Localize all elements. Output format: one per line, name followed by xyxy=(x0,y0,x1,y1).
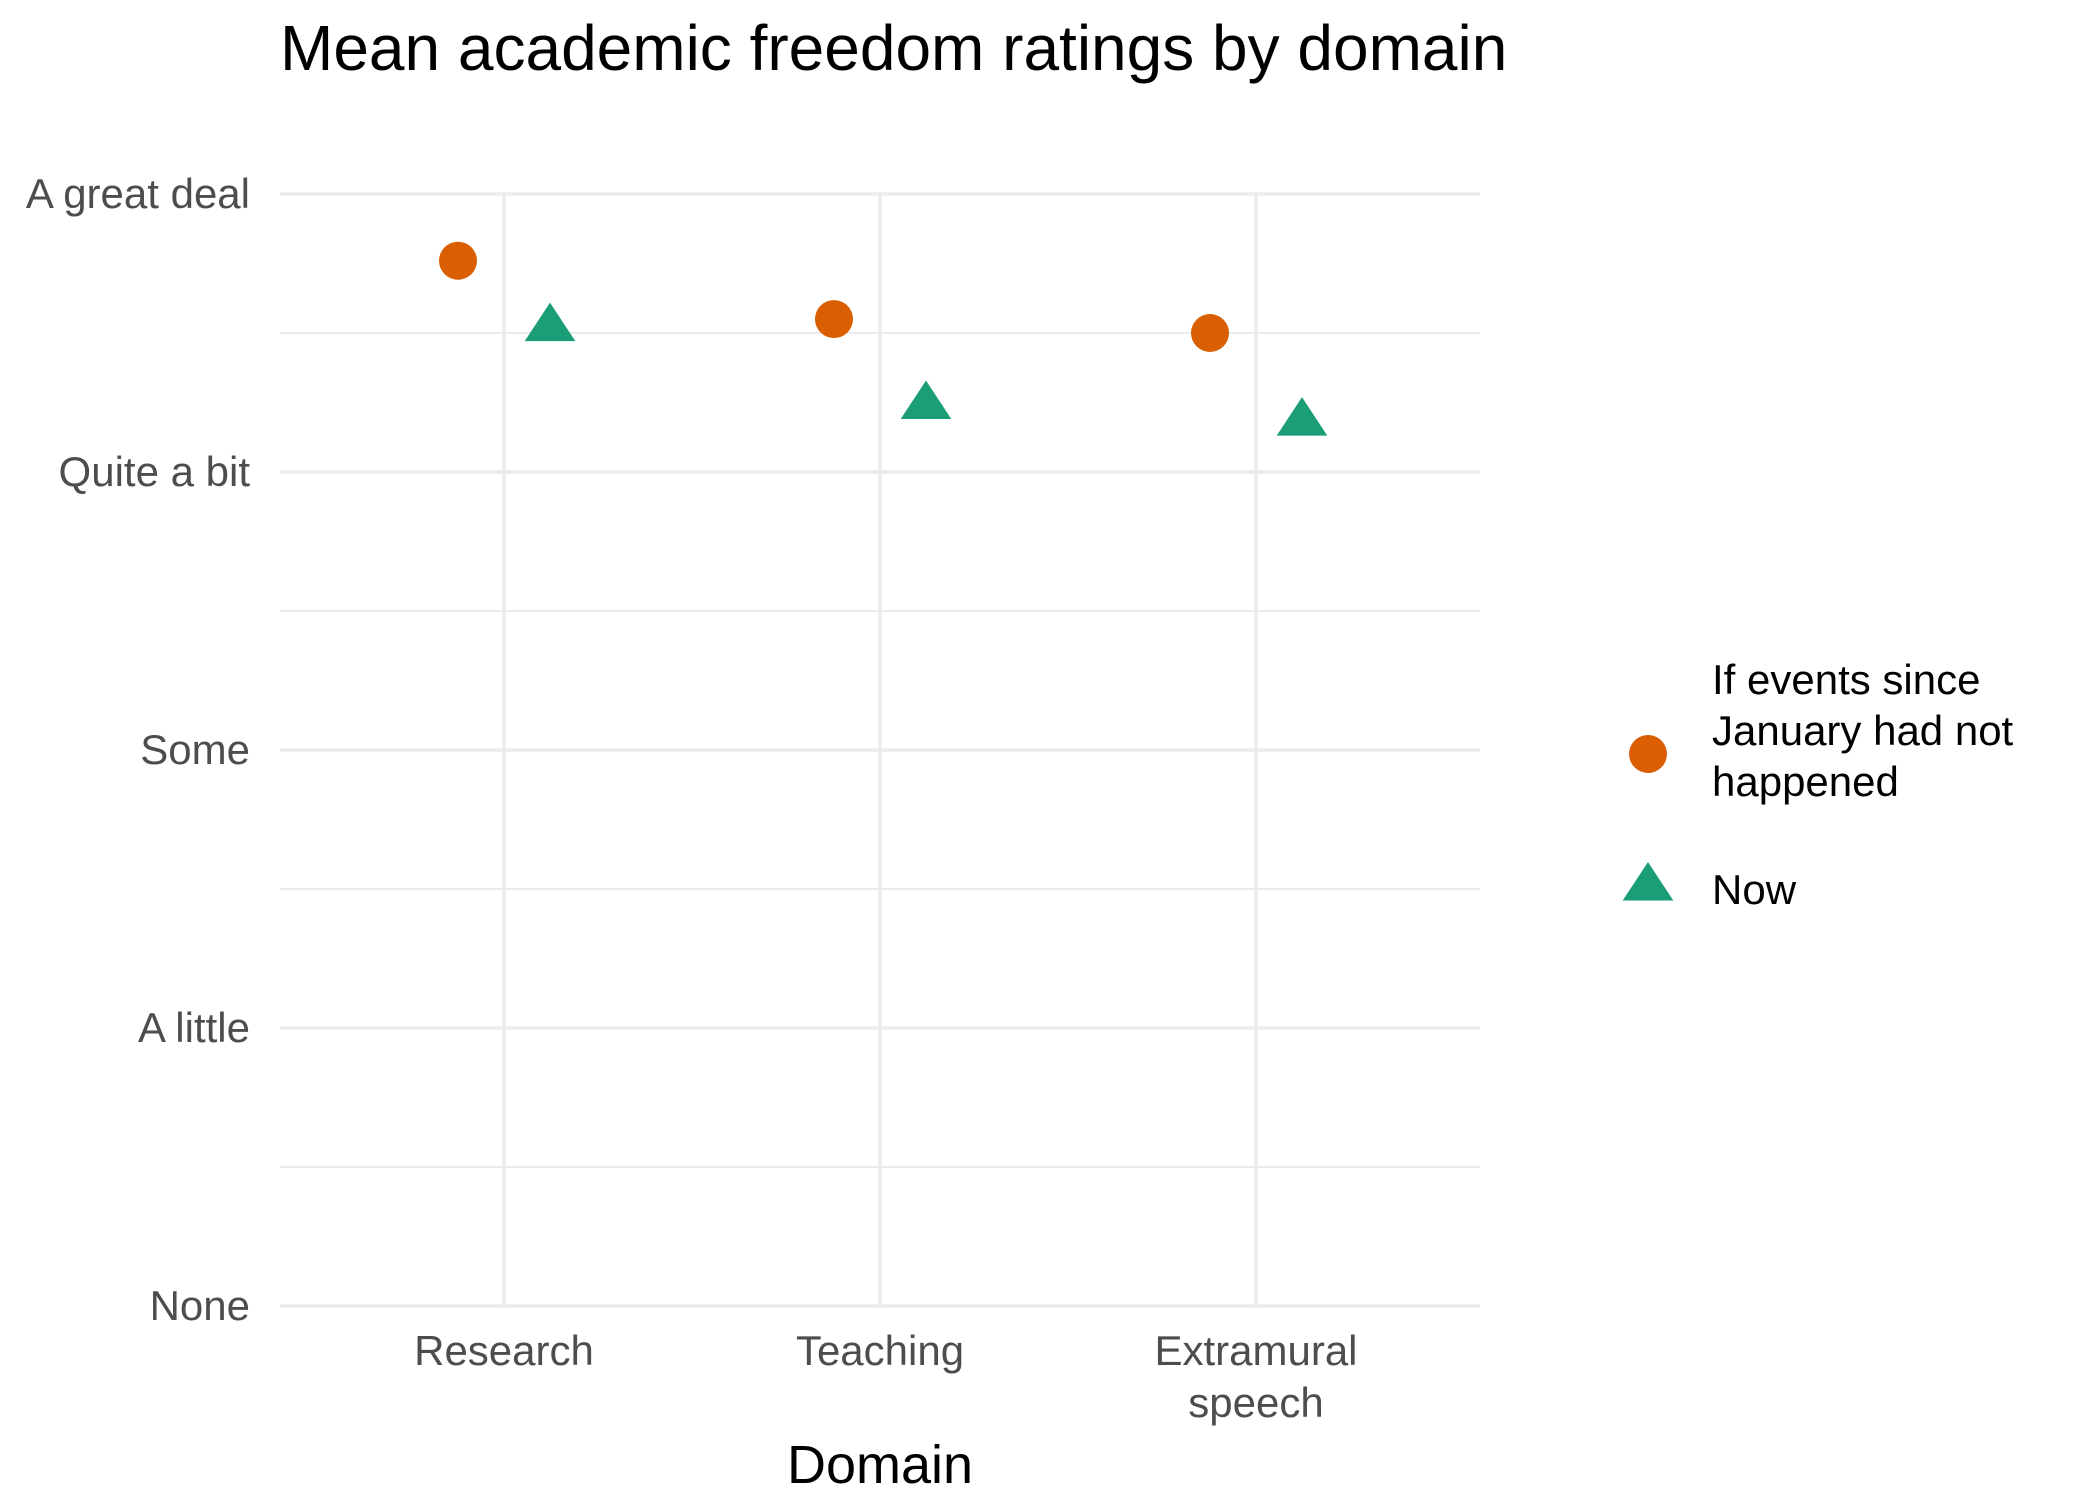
triangle-point xyxy=(524,302,576,342)
y-tick-label: None xyxy=(150,1282,250,1329)
y-tick-label: A great deal xyxy=(26,170,250,217)
legend-label: If events since January had not happened xyxy=(1712,656,2014,805)
x-tick-label: Research xyxy=(414,1327,594,1374)
circle-point xyxy=(1191,314,1229,352)
y-axis-tick-labels: None A little Some Quite a bit A great deal xyxy=(26,170,250,1329)
legend-label: Now xyxy=(1712,866,1797,913)
circle-point xyxy=(815,300,853,339)
x-axis-title: Domain xyxy=(787,1435,973,1495)
data-points xyxy=(439,241,1328,436)
x-tick-label: Teaching xyxy=(796,1327,964,1374)
triangle-point xyxy=(1276,397,1328,436)
x-tick-label: Extramural speech xyxy=(1154,1327,1357,1426)
x-axis-tick-labels: Research Teaching Extramural speech xyxy=(414,1327,1357,1426)
legend-triangle-key xyxy=(1622,862,1674,901)
grid xyxy=(280,192,1480,1308)
legend-circle-key xyxy=(1629,735,1667,773)
triangle-point xyxy=(900,380,952,419)
y-tick-label: Some xyxy=(140,726,250,773)
y-tick-label: A little xyxy=(138,1004,250,1051)
legend: If events since January had not happened No… xyxy=(1622,656,2014,913)
chart-title: Mean academic freedom ratings by domain xyxy=(280,12,1507,84)
circle-point xyxy=(439,241,477,280)
y-tick-label: Quite a bit xyxy=(59,448,251,495)
